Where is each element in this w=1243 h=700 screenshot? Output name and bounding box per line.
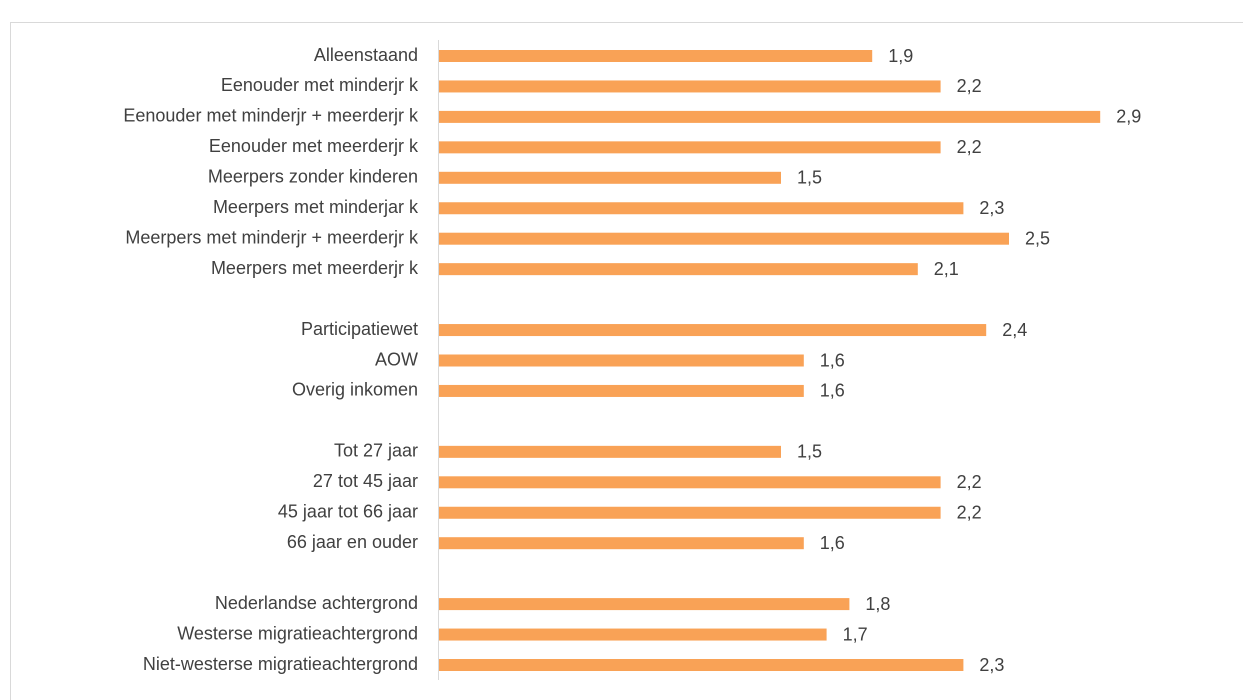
category-label: Westerse migratieachtergrond bbox=[177, 623, 418, 643]
bar bbox=[439, 202, 964, 215]
value-label: 2,3 bbox=[979, 655, 1004, 675]
category-label: Meerpers met minderjar k bbox=[213, 197, 419, 217]
bar bbox=[439, 445, 781, 458]
value-label: 1,6 bbox=[820, 381, 845, 401]
category-label: Eenouder met minderjr k bbox=[221, 75, 419, 95]
category-label: 45 jaar tot 66 jaar bbox=[278, 502, 418, 522]
value-label: 2,2 bbox=[957, 137, 982, 157]
value-label: 1,6 bbox=[820, 350, 845, 370]
value-label: 1,5 bbox=[797, 168, 822, 188]
value-label: 1,6 bbox=[820, 533, 845, 553]
category-label: Eenouder met meerderjr k bbox=[209, 136, 419, 156]
category-label: Tot 27 jaar bbox=[334, 441, 418, 461]
value-label: 2,3 bbox=[979, 198, 1004, 218]
value-label: 2,5 bbox=[1025, 228, 1050, 248]
category-label: Meerpers met meerderjr k bbox=[211, 258, 419, 278]
value-label: 1,5 bbox=[797, 442, 822, 462]
bar bbox=[439, 659, 964, 671]
bar bbox=[439, 171, 781, 184]
bar bbox=[439, 232, 1009, 245]
value-label: 2,4 bbox=[1002, 320, 1027, 340]
bar bbox=[439, 384, 804, 397]
value-label: 1,7 bbox=[843, 624, 868, 644]
bar bbox=[439, 110, 1101, 123]
chart-frame bbox=[10, 22, 1243, 700]
value-label: 1,9 bbox=[888, 46, 913, 66]
bar bbox=[439, 263, 918, 276]
bar bbox=[439, 628, 827, 641]
category-label: Niet-westerse migratieachtergrond bbox=[143, 654, 418, 674]
category-label: Meerpers met minderjr + meerderjr k bbox=[125, 227, 419, 247]
bar bbox=[439, 476, 941, 489]
bar bbox=[439, 354, 804, 367]
category-label: Nederlandse achtergrond bbox=[215, 593, 418, 613]
value-label: 2,2 bbox=[957, 76, 982, 96]
bar bbox=[439, 80, 941, 93]
value-label: 2,2 bbox=[957, 503, 982, 523]
bar bbox=[439, 324, 987, 337]
category-label: Overig inkomen bbox=[292, 380, 418, 400]
value-label: 1,8 bbox=[865, 594, 890, 614]
value-label: 2,9 bbox=[1116, 107, 1141, 127]
bar bbox=[439, 506, 941, 519]
bar bbox=[439, 537, 804, 550]
category-label: Eenouder met minderjr + meerderjr k bbox=[123, 106, 419, 126]
value-label: 2,1 bbox=[934, 259, 959, 279]
category-label: 66 jaar en ouder bbox=[287, 532, 418, 552]
value-label: 2,2 bbox=[957, 472, 982, 492]
category-label: 27 tot 45 jaar bbox=[313, 471, 418, 491]
bar bbox=[439, 141, 941, 154]
bar bbox=[439, 50, 873, 62]
bar bbox=[439, 598, 850, 611]
category-label: AOW bbox=[375, 349, 418, 369]
category-label: Alleenstaand bbox=[314, 45, 418, 65]
category-label: Participatiewet bbox=[301, 319, 418, 339]
category-label: Meerpers zonder kinderen bbox=[208, 167, 418, 187]
